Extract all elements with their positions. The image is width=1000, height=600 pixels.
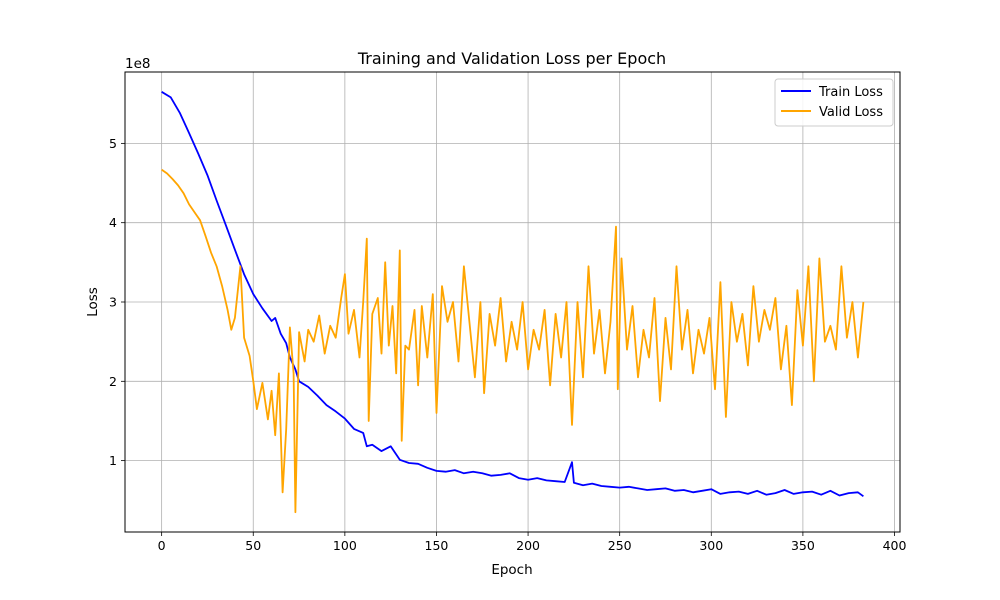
x-tick-label: 350 xyxy=(791,538,815,553)
legend: Train Loss Valid Loss xyxy=(774,78,894,127)
y-tick-label: 3 xyxy=(109,295,117,310)
y-tick-label: 5 xyxy=(109,136,117,151)
legend-label-train-loss: Train Loss xyxy=(818,85,883,100)
x-tick-label: 0 xyxy=(158,538,166,553)
x-tick-label: 100 xyxy=(333,538,357,553)
y-tick-label: 4 xyxy=(109,215,117,230)
grid-lines xyxy=(125,72,900,532)
y-scale-label: 1e8 xyxy=(125,56,150,72)
legend-label-valid-loss: Valid Loss xyxy=(819,105,883,120)
y-tick-label: 2 xyxy=(109,374,117,389)
series-line-train-loss xyxy=(161,91,864,498)
x-tick-label: 150 xyxy=(425,538,449,553)
series-line-valid-loss xyxy=(161,168,865,514)
chart-title: Training and Validation Loss per Epoch xyxy=(357,49,666,68)
x-tick-label: 250 xyxy=(608,538,632,553)
x-axis-label: Epoch xyxy=(491,562,532,578)
y-axis-label: Loss xyxy=(85,287,101,317)
y-tick-label: 1 xyxy=(109,453,117,468)
series-layer xyxy=(161,91,865,514)
x-tick-label: 200 xyxy=(516,538,540,553)
x-tick-label: 50 xyxy=(245,538,261,553)
y-axis: 1 2 3 4 5 xyxy=(109,136,125,468)
x-tick-label: 400 xyxy=(883,538,907,553)
x-tick-label: 300 xyxy=(699,538,723,553)
x-axis: 0 50 100 150 200 250 300 350 400 xyxy=(158,532,907,553)
